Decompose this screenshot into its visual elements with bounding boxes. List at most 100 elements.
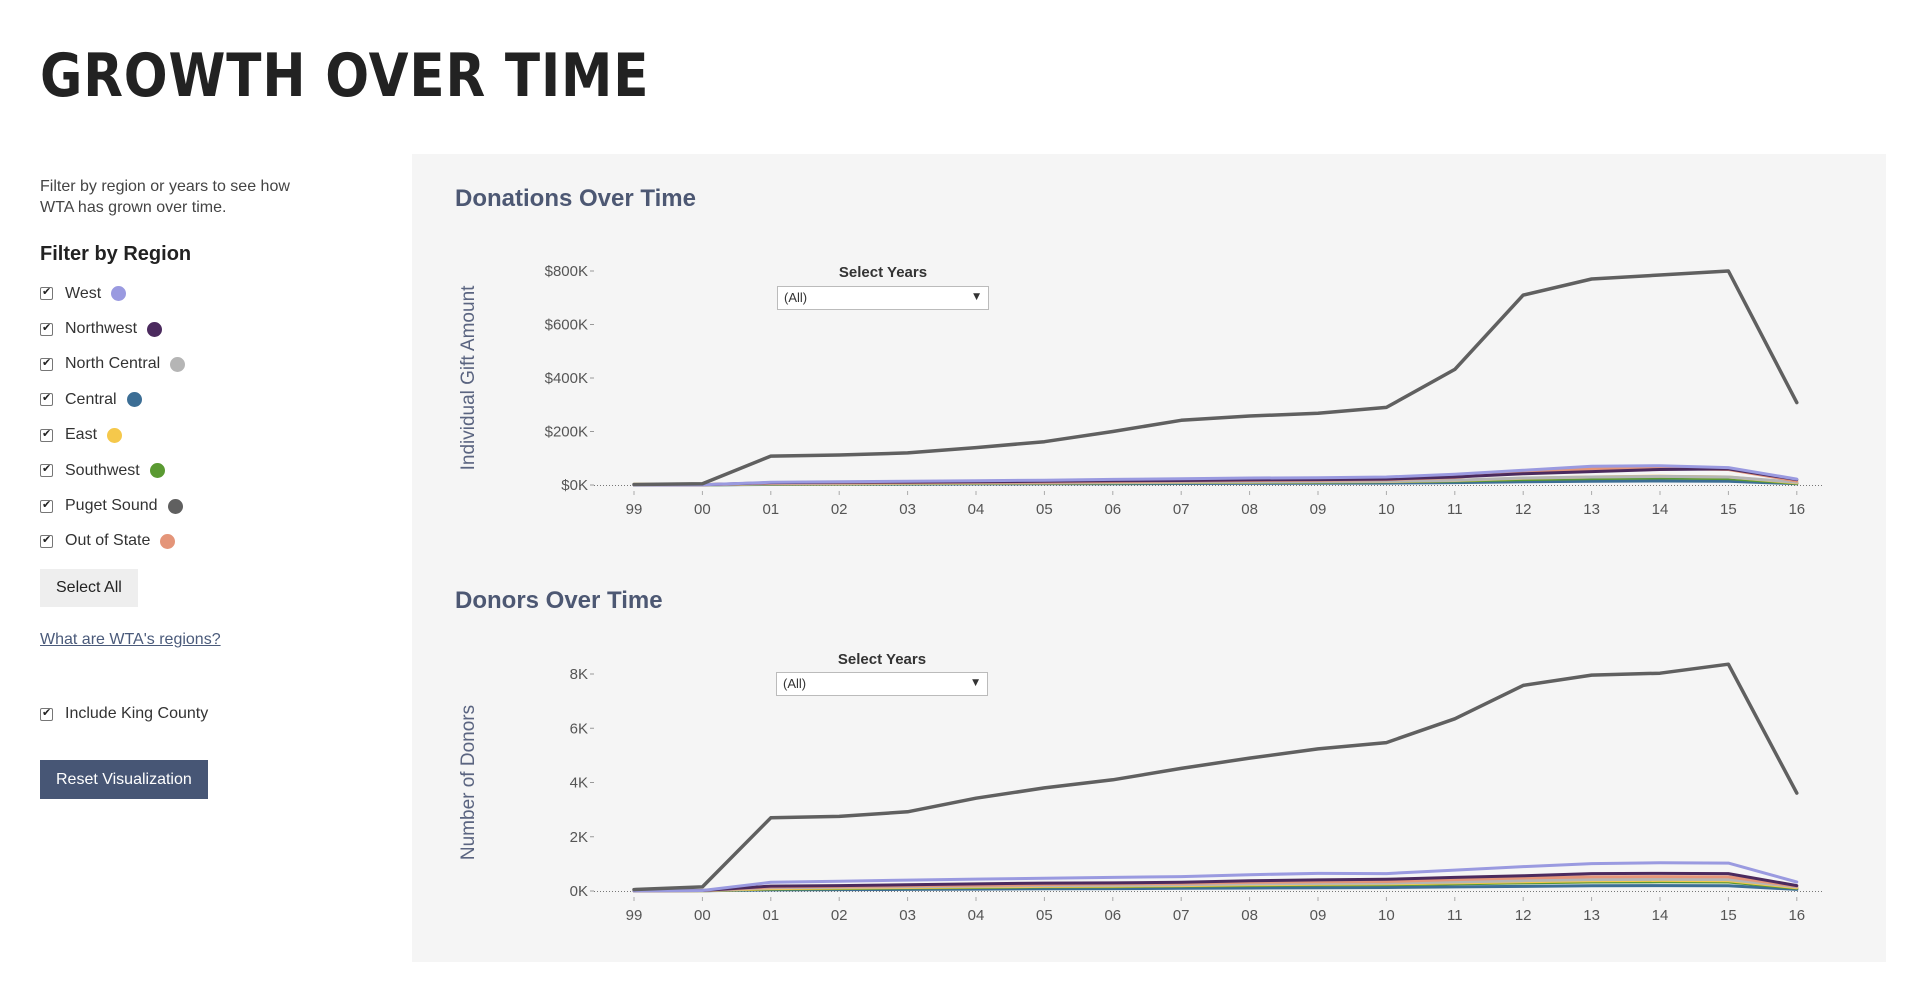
x-tick-label: 03 bbox=[899, 907, 916, 924]
region-checkbox[interactable] bbox=[40, 356, 53, 371]
series-line[interactable] bbox=[632, 662, 1799, 892]
region-label: West bbox=[65, 284, 102, 302]
region-option[interactable]: West bbox=[40, 276, 360, 311]
king-county-checkbox[interactable] bbox=[40, 706, 53, 721]
region-label: Puget Sound bbox=[65, 497, 158, 515]
x-tick-label: 02 bbox=[831, 501, 848, 518]
y-tick-label: $400K bbox=[545, 370, 588, 387]
x-tick-label: 10 bbox=[1378, 501, 1395, 518]
x-tick-label: 09 bbox=[1310, 501, 1327, 518]
region-color-dot bbox=[160, 533, 176, 549]
filter-sidebar: Filter by region or years to see how WTA… bbox=[40, 176, 360, 800]
region-checkbox[interactable] bbox=[40, 427, 53, 442]
x-tick-label: 16 bbox=[1788, 907, 1805, 924]
chart-title: Donors Over Time bbox=[455, 587, 663, 614]
region-option[interactable]: Out of State bbox=[40, 524, 360, 559]
charts-panel bbox=[412, 154, 1886, 962]
x-tick-label: 14 bbox=[1652, 907, 1669, 924]
region-checkbox[interactable] bbox=[40, 533, 53, 548]
donations-chart: Donations Over Time Individual Gift Amoun… bbox=[455, 185, 1822, 518]
x-tick-label: 15 bbox=[1720, 907, 1737, 924]
y-tick-label: 4K bbox=[570, 775, 588, 792]
region-label: East bbox=[65, 426, 98, 444]
series-line[interactable] bbox=[632, 871, 1799, 893]
x-tick-label: 00 bbox=[694, 501, 711, 518]
region-checkbox[interactable] bbox=[40, 285, 53, 301]
x-tick-label: 10 bbox=[1378, 907, 1395, 924]
region-checkbox[interactable] bbox=[40, 498, 53, 513]
x-tick-label: 09 bbox=[1310, 907, 1327, 924]
y-tick-label: $200K bbox=[545, 424, 588, 441]
x-tick-label: 00 bbox=[694, 907, 711, 924]
y-axis-label: Individual Gift Amount bbox=[458, 285, 479, 471]
x-tick-label: 12 bbox=[1515, 907, 1532, 924]
x-tick-label: 13 bbox=[1583, 907, 1600, 924]
wta-regions-link[interactable]: What are WTA's regions? bbox=[40, 631, 221, 649]
region-color-dot bbox=[170, 356, 186, 372]
region-option[interactable]: Puget Sound bbox=[40, 488, 360, 523]
donors-select-years-label: Select Years bbox=[837, 651, 927, 668]
chevron-down-icon: ▼ bbox=[972, 678, 979, 688]
chevron-down-icon: ▼ bbox=[973, 292, 980, 302]
x-tick-label: 06 bbox=[1104, 501, 1121, 518]
x-tick-label: 13 bbox=[1583, 501, 1600, 518]
x-tick-label: 02 bbox=[831, 907, 848, 924]
x-tick-label: 11 bbox=[1447, 501, 1463, 518]
x-tick-label: 07 bbox=[1173, 501, 1190, 518]
x-tick-label: 14 bbox=[1652, 501, 1669, 518]
region-label: Southwest bbox=[65, 461, 140, 479]
series-line[interactable] bbox=[632, 464, 1799, 487]
x-tick-label: 08 bbox=[1241, 501, 1258, 518]
donations-select-years-label: Select Years bbox=[838, 264, 928, 281]
y-axis-label: Number of Donors bbox=[458, 705, 479, 860]
region-option[interactable]: Northwest bbox=[40, 311, 360, 346]
series-line[interactable] bbox=[632, 269, 1799, 487]
x-tick-label: 06 bbox=[1104, 907, 1121, 924]
region-option[interactable]: North Central bbox=[40, 347, 360, 382]
donations-select-years-value: (All) bbox=[784, 290, 808, 305]
x-tick-label: 11 bbox=[1447, 907, 1463, 924]
region-color-dot bbox=[149, 463, 165, 479]
region-checkbox[interactable] bbox=[40, 462, 53, 478]
include-king-county-option[interactable]: Include King County bbox=[40, 704, 360, 724]
region-color-dot bbox=[107, 427, 123, 443]
region-option[interactable]: Central bbox=[40, 382, 360, 417]
x-tick-label: 05 bbox=[1036, 501, 1053, 518]
x-tick-label: 04 bbox=[968, 907, 985, 924]
donors-chart: Donors Over Time Number of Donors 0K 2K 4K 6K… bbox=[455, 587, 1822, 924]
x-tick-label: 99 bbox=[626, 907, 643, 924]
region-color-dot bbox=[111, 286, 127, 302]
y-tick-label: 8K bbox=[570, 666, 588, 683]
reset-visualization-button[interactable]: Reset Visualization bbox=[40, 760, 208, 800]
region-label: North Central bbox=[65, 355, 161, 373]
region-checkbox[interactable] bbox=[40, 321, 53, 336]
page-title: GROWTH OVER TIME bbox=[40, 41, 650, 111]
donors-select-years-dropdown[interactable]: (All) ▼ bbox=[776, 672, 988, 696]
x-tick-label: 08 bbox=[1241, 907, 1258, 924]
region-label: Northwest bbox=[65, 320, 138, 338]
y-tick-label: $800K bbox=[545, 263, 588, 280]
select-all-button[interactable]: Select All bbox=[40, 569, 138, 608]
x-tick-label: 12 bbox=[1515, 501, 1532, 518]
donations-select-years-dropdown[interactable]: (All) ▼ bbox=[777, 286, 989, 310]
y-tick-label: $0K bbox=[561, 477, 588, 494]
x-tick-label: 01 bbox=[762, 501, 779, 518]
y-tick-label: 6K bbox=[570, 720, 588, 737]
series-line[interactable] bbox=[632, 861, 1799, 893]
donors-select-years-value: (All) bbox=[783, 676, 807, 691]
x-tick-label: 16 bbox=[1788, 501, 1805, 518]
region-color-dot bbox=[147, 321, 163, 337]
region-color-dot bbox=[167, 498, 183, 514]
region-label: Central bbox=[65, 390, 117, 408]
region-option[interactable]: Southwest bbox=[40, 453, 360, 488]
region-option[interactable]: East bbox=[40, 418, 360, 453]
x-tick-label: 07 bbox=[1173, 907, 1190, 924]
region-filter-list: West Northwest North Central Central East Sou… bbox=[40, 276, 360, 559]
chart-title: Donations Over Time bbox=[455, 185, 696, 212]
region-checkbox[interactable] bbox=[40, 391, 53, 407]
king-county-label: Include King County bbox=[65, 705, 209, 723]
intro-text: Filter by region or years to see how WTA… bbox=[40, 178, 290, 216]
x-tick-label: 01 bbox=[762, 907, 779, 924]
y-tick-label: 2K bbox=[570, 829, 588, 846]
x-tick-label: 04 bbox=[968, 501, 985, 518]
